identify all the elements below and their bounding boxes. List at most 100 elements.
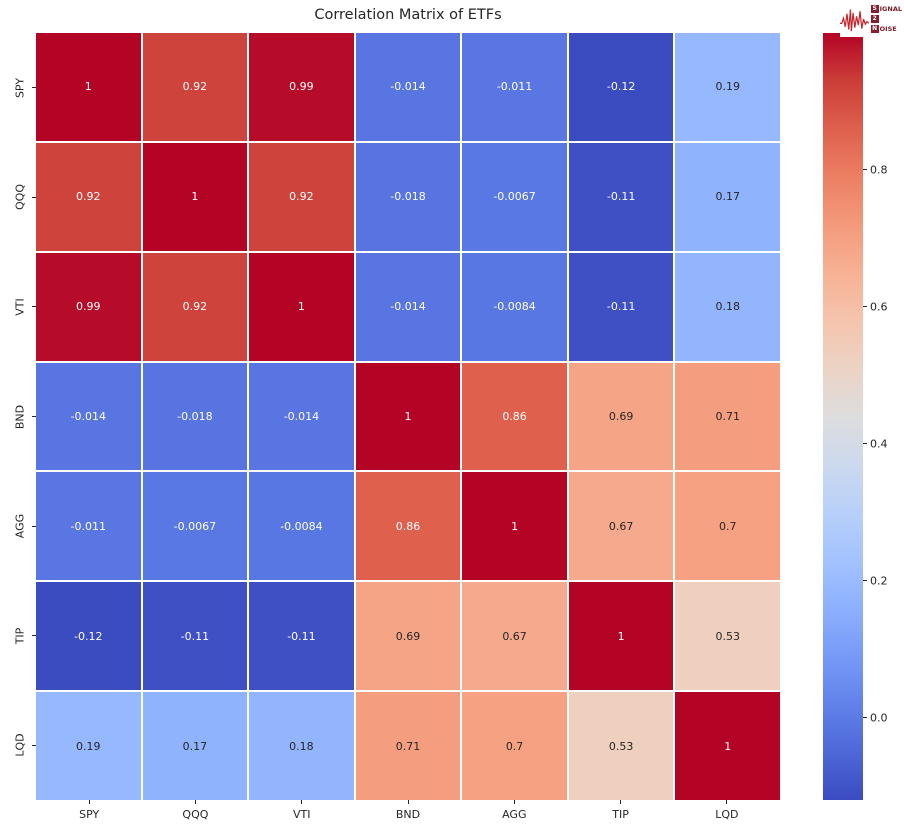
logo-square-n: N bbox=[870, 25, 879, 33]
y-tick-mark bbox=[32, 196, 36, 198]
x-tick-label-AGG: AGG bbox=[502, 808, 527, 821]
heatmap-cell-SPY-QQQ: 0.92 bbox=[142, 33, 248, 141]
heatmap-cell-LQD-VTI: 0.18 bbox=[249, 692, 354, 800]
cell-value: 0.69 bbox=[608, 409, 634, 423]
y-tick-label-SPY: SPY bbox=[13, 77, 27, 98]
signal2noise-logo: S IGNAL 2 N OISE bbox=[840, 1, 902, 37]
colorbar-tick-mark bbox=[863, 169, 867, 171]
heatmap-cell-BND-QQQ: -0.018 bbox=[142, 362, 248, 471]
cell-value: -0.11 bbox=[606, 300, 636, 314]
cell-value: -0.12 bbox=[606, 80, 636, 94]
heatmap-cell-AGG-BND: 0.86 bbox=[355, 472, 461, 581]
heatmap-cell-QQQ-QQQ: 1 bbox=[142, 142, 248, 251]
chart-title: Correlation Matrix of ETFs bbox=[314, 7, 502, 23]
cell-value: 0.19 bbox=[76, 739, 101, 753]
heatmap-cell-LQD-AGG: 0.7 bbox=[462, 692, 567, 800]
heatmap-cell-AGG-VTI: -0.0084 bbox=[249, 472, 354, 581]
cell-value: 1 bbox=[724, 739, 732, 753]
heatmap-cell-VTI-TIP: -0.11 bbox=[568, 252, 674, 361]
colorbar-tick-label-0.4: 0.4 bbox=[870, 437, 888, 451]
heatmap-cell-AGG-SPY: -0.011 bbox=[36, 472, 141, 581]
x-tick-mark bbox=[88, 800, 90, 804]
y-tick-label-LQD: LQD bbox=[13, 733, 27, 757]
cell-value: 0.71 bbox=[395, 739, 421, 753]
heatmap-cell-TIP-SPY: -0.12 bbox=[36, 582, 141, 691]
x-tick-mark bbox=[513, 800, 515, 804]
heatmap-cell-SPY-LQD: 0.19 bbox=[675, 33, 780, 141]
logo-square-2: 2 bbox=[870, 15, 879, 23]
heatmap-cell-AGG-QQQ: -0.0067 bbox=[142, 472, 248, 581]
heatmap-cell-VTI-SPY: 0.99 bbox=[36, 252, 141, 361]
x-tick-mark bbox=[407, 800, 409, 804]
cell-value: 0.99 bbox=[76, 300, 101, 314]
cell-value: -0.018 bbox=[177, 409, 213, 423]
y-tick-mark bbox=[32, 416, 36, 417]
cell-value: 0.67 bbox=[502, 629, 527, 643]
heatmap-cell-BND-SPY: -0.014 bbox=[36, 362, 141, 471]
cell-value: -0.0084 bbox=[493, 300, 536, 314]
y-tick-mark bbox=[32, 744, 36, 746]
cell-value: 0.92 bbox=[289, 190, 314, 204]
cell-value: -0.12 bbox=[74, 629, 103, 643]
x-tick-label-TIP: TIP bbox=[612, 808, 629, 821]
cell-value: 0.53 bbox=[715, 629, 740, 643]
heatmap-cell-TIP-BND: 0.69 bbox=[355, 582, 461, 691]
heatmap-cell-LQD-BND: 0.71 bbox=[355, 692, 461, 800]
cell-value: -0.11 bbox=[606, 190, 636, 204]
cell-value: 0.18 bbox=[289, 739, 314, 753]
y-tick-mark bbox=[32, 306, 36, 308]
heatmap-cell-VTI-LQD: 0.18 bbox=[675, 252, 780, 361]
x-tick-label-VTI: VTI bbox=[292, 808, 311, 821]
y-tick-label-TIP: TIP bbox=[13, 627, 27, 644]
cell-value: 0.71 bbox=[715, 409, 740, 423]
cell-value: -0.11 bbox=[287, 629, 316, 643]
heatmap-cell-TIP-AGG: 0.67 bbox=[462, 582, 567, 691]
heatmap-cell-QQQ-VTI: 0.92 bbox=[249, 142, 354, 251]
x-tick-mark bbox=[620, 800, 622, 804]
heatmap-cell-TIP-VTI: -0.11 bbox=[249, 582, 354, 691]
y-tick-mark bbox=[32, 87, 36, 89]
heatmap-cell-TIP-LQD: 0.53 bbox=[675, 582, 780, 691]
logo-square-s: S bbox=[870, 5, 879, 13]
heatmap-cell-TIP-QQQ: -0.11 bbox=[142, 582, 248, 691]
heatmap-cell-BND-TIP: 0.69 bbox=[568, 362, 674, 471]
x-tick-mark bbox=[726, 800, 728, 804]
cell-value: 0.86 bbox=[502, 409, 527, 423]
cell-value: 0.92 bbox=[182, 80, 208, 94]
heatmap-cell-QQQ-SPY: 0.92 bbox=[36, 142, 141, 251]
heatmap-cell-LQD-QQQ: 0.17 bbox=[142, 692, 248, 800]
heatmap-cell-AGG-LQD: 0.7 bbox=[675, 472, 780, 581]
colorbar-tick-mark bbox=[863, 580, 867, 582]
x-tick-mark bbox=[194, 800, 196, 804]
heatmap-cell-VTI-VTI: 1 bbox=[249, 252, 354, 361]
y-tick-label-AGG: AGG bbox=[13, 513, 27, 539]
heatmap-cell-BND-VTI: -0.014 bbox=[249, 362, 354, 471]
cell-value: 0.7 bbox=[718, 519, 737, 533]
cell-value: 1 bbox=[297, 300, 305, 314]
heatmap-cell-BND-BND: 1 bbox=[355, 362, 461, 471]
cell-value: 0.17 bbox=[182, 739, 208, 753]
cell-value: 0.18 bbox=[715, 300, 740, 314]
heatmap-cell-AGG-AGG: 1 bbox=[462, 472, 567, 581]
cell-value: 0.19 bbox=[715, 80, 740, 94]
cell-value: -0.011 bbox=[496, 80, 533, 94]
cell-value: -0.0084 bbox=[280, 519, 323, 533]
heatmap-cell-BND-AGG: 0.86 bbox=[462, 362, 567, 471]
waveform-icon bbox=[840, 9, 870, 32]
cell-value: 0.99 bbox=[289, 80, 314, 94]
heatmap-cell-LQD-TIP: 0.53 bbox=[568, 692, 674, 800]
cell-value: -0.014 bbox=[390, 80, 426, 94]
heatmap-cell-TIP-TIP: 1 bbox=[568, 582, 674, 691]
x-tick-label-QQQ: QQQ bbox=[182, 808, 209, 821]
heatmap-cell-AGG-TIP: 0.67 bbox=[568, 472, 674, 581]
cell-value: 0.7 bbox=[505, 739, 524, 753]
logo-line-signal: S IGNAL bbox=[870, 5, 902, 13]
y-tick-label-BND: BND bbox=[13, 404, 27, 429]
heatmap-cell-BND-LQD: 0.71 bbox=[675, 362, 780, 471]
cell-value: 0.86 bbox=[395, 519, 421, 533]
cell-value: -0.014 bbox=[283, 409, 320, 423]
heatmap-cell-LQD-LQD: 1 bbox=[675, 692, 780, 800]
cell-value: -0.0067 bbox=[173, 519, 217, 533]
colorbar-tick-label-0.2: 0.2 bbox=[870, 574, 888, 588]
cell-value: 1 bbox=[511, 519, 519, 533]
